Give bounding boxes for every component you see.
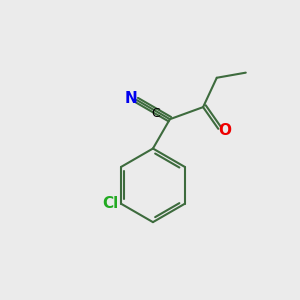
Text: Cl: Cl <box>102 196 118 211</box>
Text: C: C <box>151 107 160 120</box>
Text: O: O <box>218 123 231 138</box>
Text: N: N <box>125 91 138 106</box>
